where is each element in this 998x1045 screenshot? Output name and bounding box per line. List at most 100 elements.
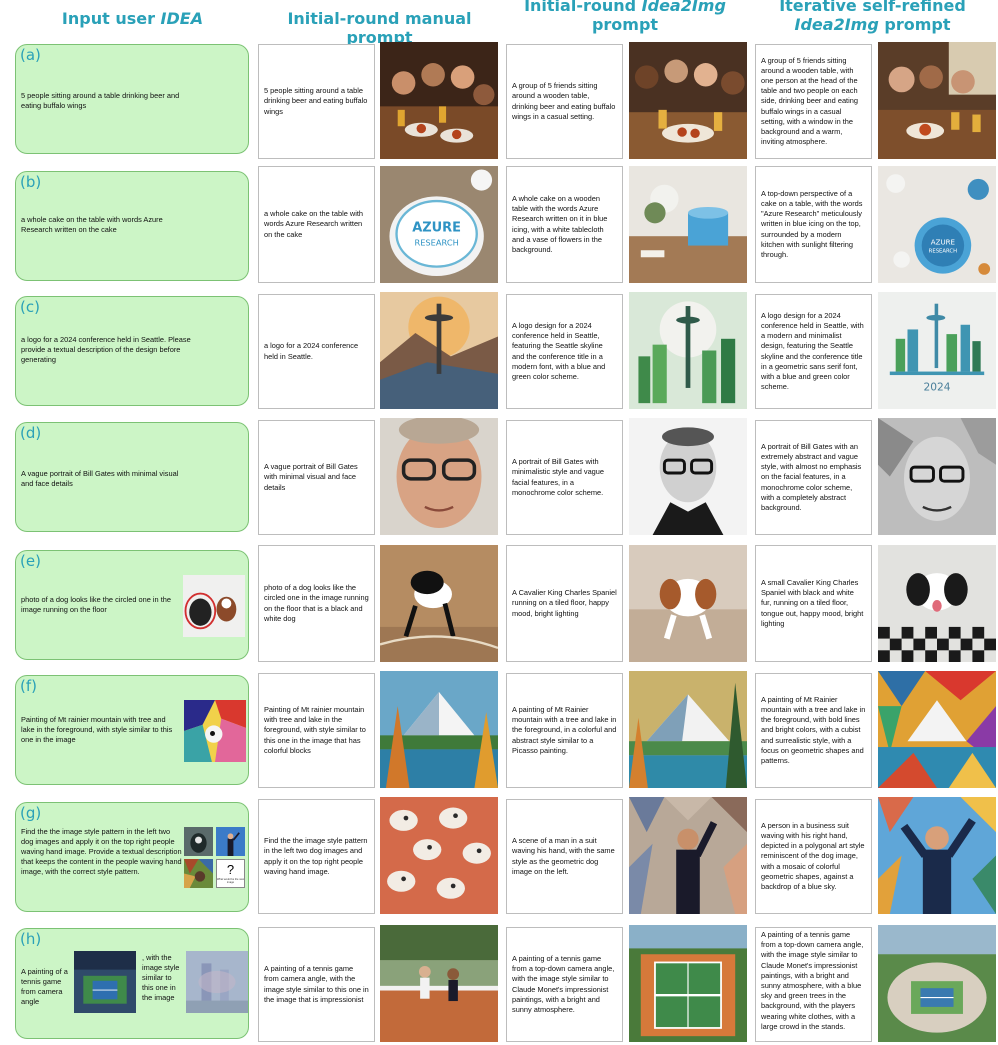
idea-box: (b) a whole cake on the table with words… [15, 171, 249, 281]
row-label: (d) [20, 424, 42, 442]
example-row-e: (e) photo of a dog looks like the circle… [0, 544, 998, 662]
row-label: (c) [20, 298, 40, 316]
initial-result-image [629, 166, 747, 283]
row-label: (b) [20, 173, 42, 191]
refined-result-image [878, 418, 996, 535]
reference-monet-image [186, 951, 248, 1013]
refined-result-image: AZURE RESEARCH [878, 166, 996, 283]
initial-prompt-box: A portrait of Bill Gates with minimalist… [506, 420, 623, 535]
idea-text: a logo for a 2024 conference held in Sea… [21, 335, 191, 364]
refined-prompt-box: A logo design for a 2024 conference held… [755, 294, 872, 409]
manual-prompt-box: a logo for a 2024 conference held in Sea… [258, 294, 375, 409]
initial-result-image [629, 671, 747, 788]
idea-text-part1: A painting of a tennis game from camera … [21, 967, 68, 1006]
idea-box: (a) 5 people sitting around a table drin… [15, 44, 249, 154]
row-label: (f) [20, 677, 37, 695]
idea-text: Find the the image style pattern in the … [21, 827, 182, 876]
header-initial-a: Initial-round [524, 0, 637, 15]
initial-result-image [629, 418, 747, 535]
initial-prompt-box: A painting of a tennis game from a top-d… [506, 927, 623, 1042]
example-row-h: (h) A painting of a tennis game from cam… [0, 924, 998, 1042]
header-initial-em: Idea2Img [641, 0, 726, 15]
initial-prompt-box: A Cavalier King Charles Spaniel running … [506, 545, 623, 662]
cake-small-azure: AZURE [931, 237, 955, 246]
question-mark: ? [226, 862, 235, 877]
refined-prompt-box: A painting of a tennis game from a top-d… [755, 927, 872, 1042]
refined-prompt-box: A painting of Mt Rainier mountain with a… [755, 673, 872, 788]
idea-box: (e) photo of a dog looks like the circle… [15, 550, 249, 660]
manual-prompt-box: Find the the image style pattern in the … [258, 799, 375, 914]
question-image: ? What would be the new image [216, 859, 245, 888]
manual-prompt-box: A vague portrait of Bill Gates with mini… [258, 420, 375, 535]
idea-text: a whole cake on the table with words Azu… [21, 215, 163, 234]
refined-prompt-box: A top-down perspective of a cake on a ta… [755, 166, 872, 283]
reference-dog-image-1 [184, 827, 213, 856]
refined-result-image [878, 671, 996, 788]
example-row-g: (g) Find the the image style pattern in … [0, 797, 998, 914]
initial-result-image [629, 545, 747, 662]
manual-prompt-box: 5 people sitting around a table drinking… [258, 44, 375, 159]
refined-prompt-box: A portrait of Bill Gates with an extreme… [755, 420, 872, 535]
reference-people-image [216, 827, 245, 856]
initial-result-image [629, 797, 747, 914]
header-input-idea: Input user IDEA [50, 9, 215, 28]
initial-result-image [629, 292, 747, 409]
initial-prompt-box: A scene of a man in a suit waving his ha… [506, 799, 623, 914]
manual-result-image: AZURE RESEARCH [380, 166, 498, 283]
cake-text-research: RESEARCH [414, 238, 458, 248]
initial-prompt-box: A group of 5 friends sitting around a wo… [506, 44, 623, 159]
example-row-c: (c) a logo for a 2024 conference held in… [0, 292, 998, 409]
example-row-d: (d) A vague portrait of Bill Gates with … [0, 418, 998, 535]
header-refined-em: Idea2Img [794, 15, 879, 34]
idea-box: (f) Painting of Mt rainier mountain with… [15, 675, 249, 785]
idea-box: (g) Find the the image style pattern in … [15, 802, 249, 912]
header-refined-b: prompt [884, 15, 951, 34]
example-row-a: (a) 5 people sitting around a table drin… [0, 42, 998, 159]
idea-text: A vague portrait of Bill Gates with mini… [21, 469, 179, 488]
row-label: (a) [20, 46, 41, 64]
header-initial-prompt: Initial-round Idea2Img prompt [520, 0, 730, 34]
reference-dog-image-2 [184, 859, 213, 888]
question-caption: What would be the new image [217, 878, 244, 884]
header-idea-em: IDEA [160, 9, 204, 28]
row-label: (h) [20, 930, 42, 948]
initial-prompt-box: A painting of Mt Rainier mountain with a… [506, 673, 623, 788]
manual-result-image [380, 418, 498, 535]
row-label: (e) [20, 552, 41, 570]
idea-text: 5 people sitting around a table drinking… [21, 91, 180, 110]
logo-year-text: 2024 [923, 381, 950, 393]
manual-result-image [380, 42, 498, 159]
reference-style-image [184, 700, 246, 762]
idea-box: (c) a logo for a 2024 conference held in… [15, 296, 249, 406]
manual-prompt-box: A painting of a tennis game from camera … [258, 927, 375, 1042]
idea-box: (d) A vague portrait of Bill Gates with … [15, 422, 249, 532]
refined-prompt-box: A group of 5 friends sitting around a wo… [755, 44, 872, 159]
header-input-text: Input user [61, 9, 155, 28]
header-initial-line1: Initial-round Idea2Img [520, 0, 730, 15]
row-label: (g) [20, 804, 42, 822]
idea-box: (h) A painting of a tennis game from cam… [15, 928, 249, 1039]
refined-prompt-box: A small Cavalier King Charles Spaniel wi… [755, 545, 872, 662]
cake-small-research: RESEARCH [929, 249, 957, 255]
header-refined-line1: Iterative self-refined [779, 0, 966, 15]
manual-result-image [380, 925, 498, 1042]
manual-result-image [380, 671, 498, 788]
initial-prompt-box: A logo design for a 2024 conference held… [506, 294, 623, 409]
header-refined-prompt: Iterative self-refined Idea2Img prompt [760, 0, 985, 34]
cake-text-azure: AZURE [412, 221, 461, 236]
initial-result-image [629, 925, 747, 1042]
idea-text-part2: , with the image style similar to this o… [142, 953, 180, 1002]
example-row-b: (b) a whole cake on the table with words… [0, 166, 998, 283]
refined-result-image [878, 545, 996, 662]
refined-result-image [878, 42, 996, 159]
initial-result-image [629, 42, 747, 159]
idea-text: photo of a dog looks like the circled on… [21, 595, 171, 614]
reference-dog-image [183, 575, 245, 637]
reference-tennis-image [74, 951, 136, 1013]
refined-result-image [878, 797, 996, 914]
header-initial-line2: prompt [591, 15, 659, 34]
manual-result-image [380, 292, 498, 409]
manual-prompt-box: a whole cake on the table with words Azu… [258, 166, 375, 283]
initial-prompt-box: A whole cake on a wooden table with the … [506, 166, 623, 283]
idea-text: Painting of Mt rainier mountain with tre… [21, 715, 173, 744]
